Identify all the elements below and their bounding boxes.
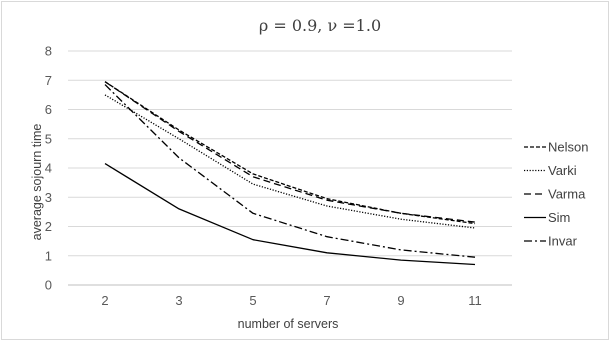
series-line-invar (104, 84, 476, 258)
x-axis-ticks: 2 3 5 7 9 11 (101, 293, 481, 308)
y-tick-label: 1 (45, 248, 52, 263)
x-tick-label: 7 (323, 293, 330, 308)
y-tick-label: 2 (45, 219, 52, 234)
x-tick-label: 9 (397, 293, 404, 308)
y-tick-label: 3 (45, 190, 52, 205)
series-line-varki (104, 94, 476, 229)
legend-label: Varma (548, 187, 586, 202)
x-tick-label: 2 (101, 293, 108, 308)
chart-title: ρ = 0.9, ν =1.0 (259, 16, 381, 35)
legend: Nelson Varki Varma Sim Invar (524, 140, 588, 249)
series-line-sim (104, 163, 476, 266)
y-axis-ticks: 0 1 2 3 4 5 6 7 8 (45, 44, 52, 293)
legend-label: Varki (548, 163, 577, 178)
y-tick-label: 4 (45, 161, 52, 176)
y-tick-label: 0 (45, 278, 52, 293)
legend-label: Invar (548, 234, 578, 249)
legend-label: Nelson (548, 140, 588, 155)
series-lines (104, 81, 476, 266)
y-tick-label: 5 (45, 131, 52, 146)
x-tick-label: 3 (175, 293, 182, 308)
legend-label: Sim (548, 210, 570, 225)
x-tick-label: 11 (468, 293, 482, 308)
grid (68, 50, 512, 257)
y-tick-label: 8 (45, 44, 52, 59)
y-tick-label: 7 (45, 73, 52, 88)
y-tick-label: 6 (45, 102, 52, 117)
x-tick-label: 5 (249, 293, 256, 308)
series-line-varma (104, 81, 476, 223)
y-axis-title: average sojourn time (30, 124, 44, 241)
series-line-nelson (104, 81, 476, 225)
x-axis-title: number of servers (238, 317, 339, 331)
